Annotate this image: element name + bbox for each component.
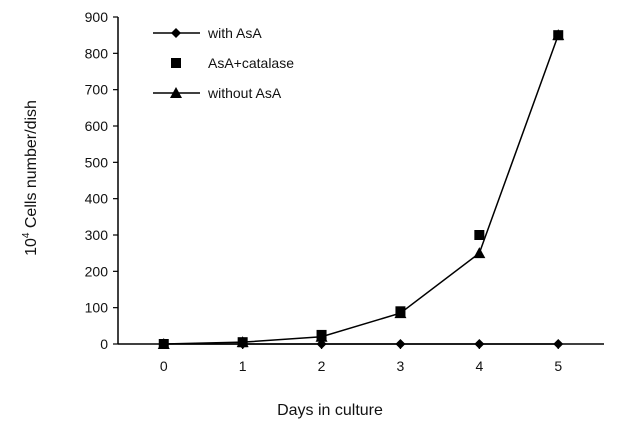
data-point-without-asa (315, 330, 328, 342)
y-tick-label: 200 (85, 263, 109, 279)
y-axis-title: 104 Cells number/dish (21, 100, 40, 256)
x-tick-label: 1 (239, 358, 247, 374)
data-point-without-asa (157, 338, 170, 349)
y-tick-label: 0 (100, 336, 108, 352)
data-point-with-asa (474, 339, 485, 349)
legend-marker-asa-catalase (171, 58, 181, 68)
x-axis-title: Days in culture (277, 402, 383, 419)
x-tick-label: 4 (475, 358, 483, 374)
legend-marker-with-asa (171, 28, 181, 38)
y-tick-label: 500 (85, 154, 109, 170)
x-tick-label: 0 (160, 358, 168, 374)
y-tick-label: 900 (85, 9, 109, 25)
data-point-without-asa (394, 307, 407, 319)
y-tick-label: 700 (85, 82, 109, 98)
y-tick-label: 100 (85, 300, 109, 316)
y-axis-title-text: Cells number/dish (23, 100, 40, 233)
data-point-with-asa (553, 339, 564, 349)
series-marks (157, 29, 565, 349)
x-tick-label: 5 (554, 358, 562, 374)
data-point-asa-catalase (474, 230, 485, 240)
y-tick-label: 300 (85, 227, 109, 243)
legend-label-without-asa: without AsA (207, 85, 282, 101)
legend-label-asa-catalase: AsA+catalase (208, 55, 294, 71)
x-tick-label: 2 (318, 358, 326, 374)
series-line-without-asa (163, 34, 559, 345)
y-axis-title-base: 10 (23, 238, 40, 256)
data-point-without-asa (552, 29, 565, 41)
data-point-without-asa (473, 247, 486, 259)
data-point-with-asa (395, 339, 406, 349)
data-point-without-asa (236, 336, 249, 348)
legend-marker-without-asa (170, 87, 182, 98)
y-tick-label: 600 (85, 118, 109, 134)
legend: with AsA AsA+catalase without AsA (153, 25, 294, 101)
x-tick-label: 3 (397, 358, 405, 374)
legend-label-with-asa: with AsA (207, 25, 262, 41)
axes: 0 100 200 300 400 500 600 700 800 900 0 1 2 3 4 5 (85, 9, 604, 374)
y-axis-title-exponent: 4 (21, 232, 32, 238)
y-tick-label: 800 (85, 45, 109, 61)
y-tick-label: 400 (85, 191, 109, 207)
